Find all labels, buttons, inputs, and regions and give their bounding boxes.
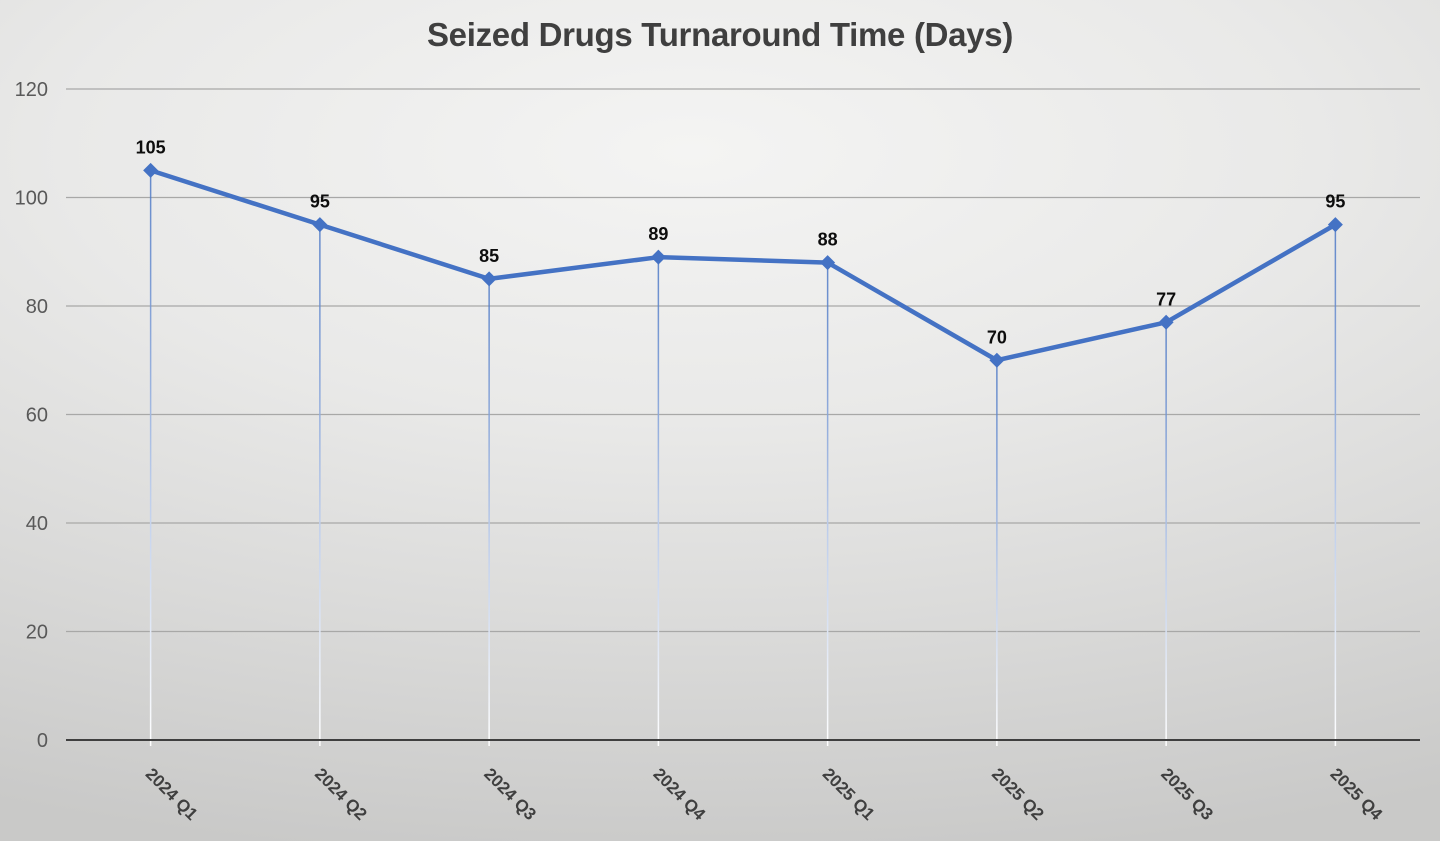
- y-axis-tick-label: 60: [26, 405, 48, 427]
- drop-line: [657, 262, 660, 746]
- drop-line: [319, 229, 321, 746]
- data-label: 77: [1156, 289, 1176, 309]
- x-axis-tick-label: 2024 Q4: [650, 764, 710, 824]
- y-axis-tick-label: 0: [37, 730, 48, 752]
- drop-line: [149, 175, 152, 746]
- x-axis-tick-label: 2024 Q2: [311, 764, 371, 824]
- data-point-marker: [1158, 314, 1174, 330]
- y-axis-tick-label: 20: [26, 622, 48, 644]
- data-label: 105: [136, 137, 166, 157]
- data-label: 85: [479, 246, 499, 266]
- drop-line: [488, 283, 490, 746]
- chart-title: Seized Drugs Turnaround Time (Days): [426, 16, 1014, 53]
- x-axis-tick-label: 2024 Q3: [480, 764, 540, 824]
- data-label: 89: [648, 224, 668, 244]
- data-point-marker: [820, 255, 836, 271]
- x-axis-tick-label: 2025 Q1: [819, 764, 879, 824]
- y-axis-tick-label: 100: [15, 188, 48, 210]
- drop-line: [826, 267, 829, 746]
- data-label: 95: [1325, 192, 1345, 212]
- data-label: 88: [818, 230, 838, 250]
- y-axis-tick-label: 120: [15, 79, 48, 101]
- data-point-marker: [312, 217, 328, 233]
- x-axis-tick-label: 2025 Q2: [988, 764, 1048, 824]
- x-axis-tick-label: 2025 Q3: [1157, 764, 1217, 824]
- data-point-marker: [143, 162, 159, 178]
- drop-line: [1334, 229, 1337, 746]
- y-axis-tick-label: 80: [26, 296, 48, 318]
- data-label: 70: [987, 327, 1007, 347]
- drop-line: [996, 365, 998, 746]
- data-point-marker: [1327, 217, 1343, 233]
- x-axis-tick-label: 2025 Q4: [1327, 764, 1387, 824]
- x-axis-tick-label: 2024 Q1: [142, 764, 202, 824]
- data-label: 95: [310, 192, 330, 212]
- data-point-marker: [650, 249, 666, 265]
- series-line: [148, 168, 1338, 363]
- drop-line: [1165, 327, 1167, 746]
- data-point-marker: [989, 352, 1005, 368]
- data-point-marker: [481, 271, 497, 287]
- y-axis-tick-label: 40: [26, 513, 48, 535]
